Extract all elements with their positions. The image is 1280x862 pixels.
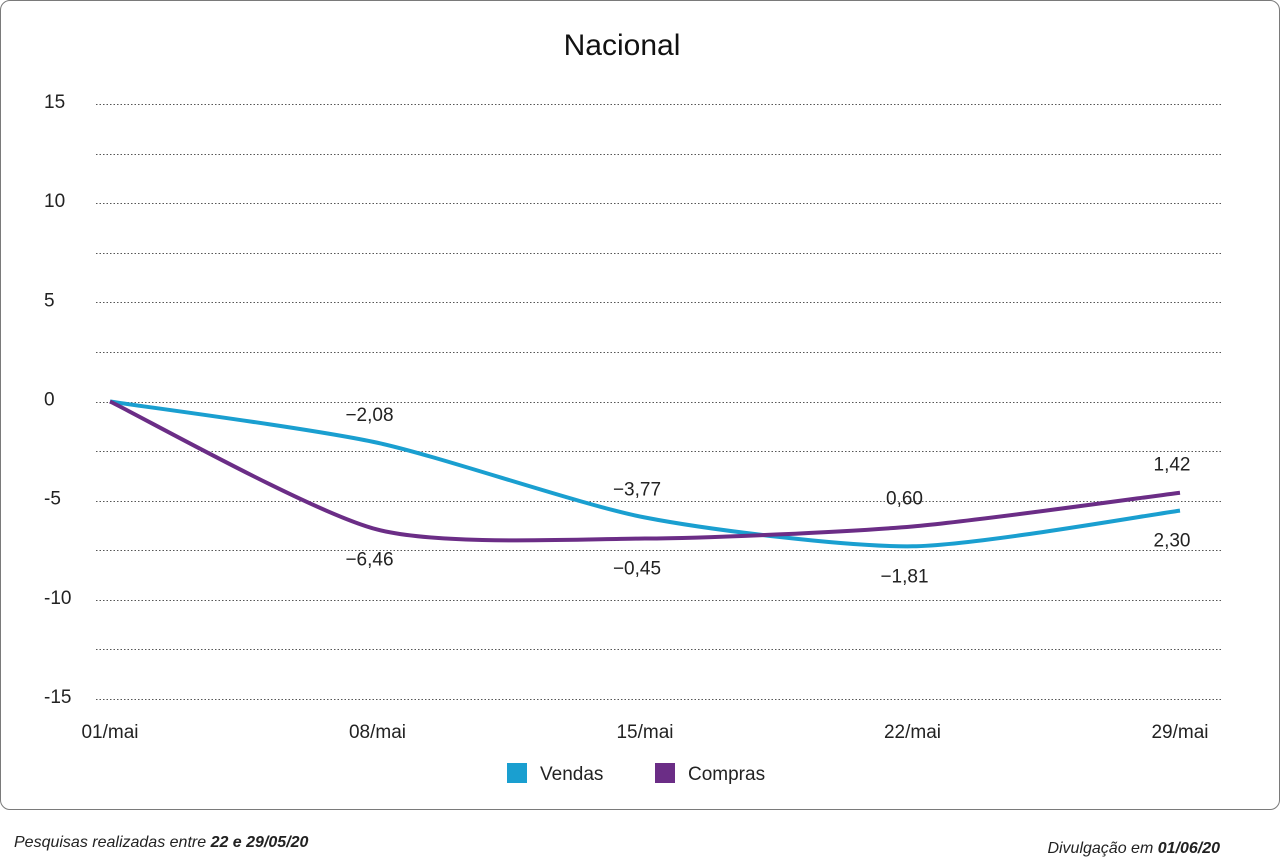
legend-item-compras: Compras — [655, 763, 765, 785]
data-label-compras: −6,46 — [345, 550, 393, 571]
chart-title: Nacional — [564, 29, 681, 62]
series-line-compras — [109, 399, 1181, 543]
footer-release-date: Divulgação em 01/06/20 — [1047, 840, 1220, 858]
footer-release-value: 01/06/20 — [1157, 840, 1220, 857]
legend-label: Vendas — [540, 764, 603, 785]
y-tick-label: 5 — [44, 290, 55, 311]
data-label-vendas: −1,81 — [880, 566, 928, 587]
data-label-compras: −0,45 — [613, 559, 661, 580]
legend-item-vendas: Vendas — [507, 763, 603, 785]
x-tick-label: 01/mai — [81, 722, 138, 743]
y-axis-ticks: 15 10 5 0 -5 -10 -15 — [44, 92, 71, 708]
legend-swatch — [507, 763, 527, 783]
x-tick-label: 08/mai — [349, 722, 406, 743]
grid — [96, 104, 1222, 700]
footer-survey-period: Pesquisas realizadas entre 22 e 29/05/20 — [14, 834, 308, 852]
x-tick-label: 22/mai — [884, 722, 941, 743]
y-tick-label: -5 — [44, 489, 61, 510]
series — [109, 399, 1181, 549]
data-label-compras: 1,42 — [1154, 455, 1191, 476]
legend: Vendas Compras — [507, 763, 765, 785]
x-tick-label: 29/mai — [1151, 722, 1208, 743]
x-tick-label: 15/mai — [616, 722, 673, 743]
chart-frame — [0, 0, 1280, 810]
data-label-compras: 0,60 — [886, 488, 923, 509]
legend-swatch — [655, 763, 675, 783]
series-line-vendas — [109, 399, 1181, 549]
y-tick-label: 0 — [44, 390, 55, 411]
y-tick-label: 15 — [44, 92, 65, 113]
y-tick-label: 10 — [44, 191, 65, 212]
data-label-vendas: −2,08 — [345, 405, 393, 426]
x-axis-ticks: 01/mai 08/mai 15/mai 22/mai 29/mai — [81, 722, 1208, 743]
footer-survey-prefix: Pesquisas realizadas entre — [14, 834, 211, 851]
legend-label: Compras — [688, 764, 765, 785]
y-tick-label: -15 — [44, 687, 71, 708]
footer-release-prefix: Divulgação em — [1047, 840, 1158, 857]
data-labels: −2,08 −6,46 −3,77 −0,45 −1,81 0,60 2,30 1,42 — [345, 405, 1190, 588]
y-tick-label: -10 — [44, 588, 71, 609]
data-label-vendas: −3,77 — [613, 480, 661, 501]
data-label-vendas: 2,30 — [1154, 531, 1191, 552]
footer-survey-dates: 22 e 29/05/20 — [210, 834, 309, 851]
